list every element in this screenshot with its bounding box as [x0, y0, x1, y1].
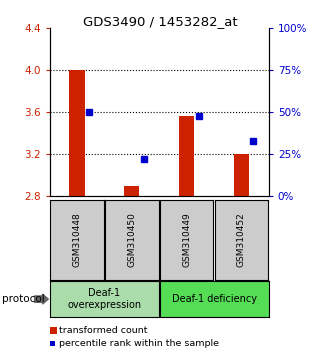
Text: transformed count: transformed count	[59, 326, 148, 336]
Bar	[234, 154, 249, 196]
Text: GSM310448: GSM310448	[73, 212, 82, 267]
Text: Deaf-1
overexpression: Deaf-1 overexpression	[67, 288, 141, 310]
Text: protocol: protocol	[2, 294, 44, 304]
Text: GSM310449: GSM310449	[182, 212, 191, 267]
Bar	[179, 115, 194, 196]
Text: GSM310450: GSM310450	[127, 212, 136, 267]
Bar	[69, 70, 85, 196]
Text: percentile rank within the sample: percentile rank within the sample	[59, 339, 219, 348]
Text: Deaf-1 deficiency: Deaf-1 deficiency	[172, 294, 257, 304]
Text: GDS3490 / 1453282_at: GDS3490 / 1453282_at	[83, 15, 237, 28]
Bar	[124, 186, 140, 196]
Text: GSM310452: GSM310452	[237, 212, 246, 267]
